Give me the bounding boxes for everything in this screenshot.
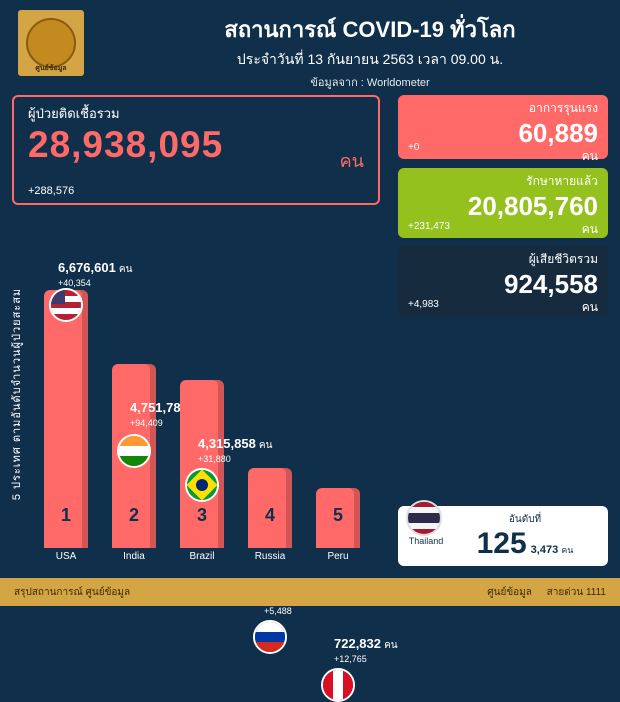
bar-col-russia: 1,057,362 คน+5,4884Russia [242, 468, 298, 548]
gov-seal: ศูนย์ข้อมูล [18, 10, 84, 76]
stat-deaths: ผู้เสียชีวิตรวม 924,558 คน +4,983 [398, 246, 608, 316]
stat-deaths-value: 924,558 [408, 271, 598, 298]
flag-icon-russia [253, 620, 287, 654]
bar-col-brazil: 4,315,858 คน+31,8803Brazil [174, 380, 230, 548]
seal-emblem [26, 18, 76, 68]
total-cases-increment: +288,576 [28, 185, 74, 197]
page-subtitle: ประจำวันที่ 13 กันยายน 2563 เวลา 09.00 น… [150, 49, 590, 71]
bar-col-usa: 6,676,601 คน+40,3541USA [38, 290, 94, 548]
total-cases-value: 28,938,095 [28, 124, 364, 166]
flag-icon-india [117, 434, 151, 468]
bar-country-label: USA [56, 551, 77, 562]
bar-country-label: Brazil [189, 551, 214, 562]
chart-axis-label: 5 ประเทศ ตามอันดับจำนวนผู้ป่วยสะสม [7, 288, 25, 500]
stat-critical-value: 60,889 [408, 120, 598, 147]
bar-value-label: 722,832 คน+12,765 [334, 636, 398, 665]
thailand-label: Thailand [409, 536, 444, 572]
flag-icon-usa [49, 288, 83, 322]
footer-right: ศูนย์ข้อมูล สายด่วน 1111 [475, 585, 606, 600]
page-title: สถานการณ์ COVID-19 ทั่วโลก [150, 12, 590, 47]
bar-rank: 3 [197, 505, 207, 526]
bar-value-label: 4,315,858 คน+31,880 [198, 436, 272, 465]
thailand-rank-box: Thailand อันดับที่ 125 3,473 คน [398, 506, 608, 566]
bar-rank: 1 [61, 505, 71, 526]
thailand-rank: 125 [477, 527, 527, 561]
bar-col-india: 4,751,788 คน+94,4092India [106, 364, 162, 548]
bar-rank: 4 [265, 505, 275, 526]
footer-phone: สายด่วน 1111 [547, 587, 606, 598]
bar-country-label: India [123, 551, 145, 562]
stat-recovered: รักษาหายแล้ว 20,805,760 คน +231,473 [398, 168, 608, 238]
stat-critical-unit: คน [408, 147, 598, 166]
stat-recovered-label: รักษาหายแล้ว [408, 172, 598, 191]
footer-site: ศูนย์ข้อมูล [487, 587, 532, 598]
flag-icon-brazil [185, 468, 219, 502]
bar-country-label: Russia [255, 551, 286, 562]
total-cases-label: ผู้ป่วยติดเชื้อรวม [28, 103, 364, 124]
thailand-flag-icon [406, 500, 442, 536]
stat-critical: อาการรุนแรง 60,889 คน +0 [398, 95, 608, 159]
footer-left: สรุปสถานการณ์ ศูนย์ข้อมูล [14, 585, 130, 600]
thailand-cases: 3,473 [531, 544, 559, 556]
bar-country-label: Peru [327, 551, 348, 562]
bar-col-peru: 722,832 คน+12,7655Peru [310, 488, 366, 548]
data-source: ข้อมูลจาก : Worldometer [150, 73, 590, 91]
bar-rank: 2 [129, 505, 139, 526]
stat-deaths-label: ผู้เสียชีวิตรวม [408, 250, 598, 269]
top5-bar-chart: 5 ประเทศ ตามอันดับจำนวนผู้ป่วยสะสม 6,676… [36, 240, 388, 548]
stat-recovered-value: 20,805,760 [408, 193, 598, 220]
stat-critical-label: อาการรุนแรง [408, 99, 598, 118]
thailand-rank-label: อันดับที่ [450, 512, 600, 527]
total-cases-unit: คน [340, 146, 364, 175]
stat-critical-increment: +0 [408, 142, 419, 153]
stat-deaths-increment: +4,983 [408, 299, 439, 310]
stat-recovered-increment: +231,473 [408, 221, 450, 232]
thailand-unit: คน [561, 543, 573, 557]
total-cases-box: ผู้ป่วยติดเชื้อรวม 28,938,095 คน +288,57… [12, 95, 380, 205]
seal-caption: ศูนย์ข้อมูล [35, 63, 66, 74]
footer-bar: สรุปสถานการณ์ ศูนย์ข้อมูล ศูนย์ข้อมูล สา… [0, 578, 620, 606]
bar-value-label: 6,676,601 คน+40,354 [58, 260, 132, 289]
bar-rank: 5 [333, 505, 343, 526]
title-block: สถานการณ์ COVID-19 ทั่วโลก ประจำวันที่ 1… [150, 12, 590, 91]
flag-icon-peru [321, 668, 355, 702]
